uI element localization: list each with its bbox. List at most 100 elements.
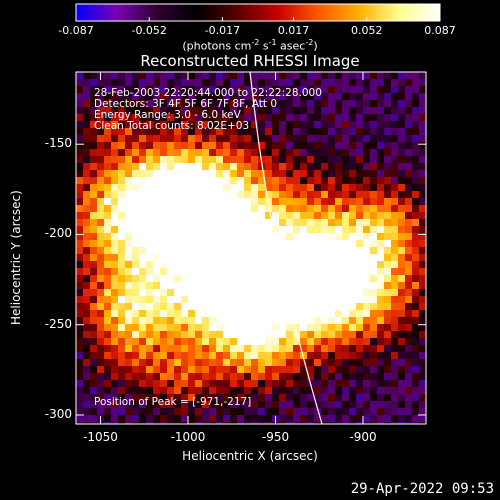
map-pixel	[167, 170, 174, 177]
map-pixel	[258, 303, 265, 310]
map-pixel	[83, 128, 90, 135]
map-pixel	[111, 212, 118, 219]
map-pixel	[335, 380, 342, 387]
map-pixel	[223, 338, 230, 345]
map-pixel	[314, 387, 321, 394]
map-pixel	[83, 226, 90, 233]
map-pixel	[216, 198, 223, 205]
map-pixel	[279, 114, 286, 121]
map-pixel	[167, 408, 174, 415]
map-pixel	[272, 352, 279, 359]
map-pixel	[83, 170, 90, 177]
map-pixel	[237, 338, 244, 345]
map-pixel	[391, 156, 398, 163]
map-pixel	[223, 303, 230, 310]
map-pixel	[335, 219, 342, 226]
map-pixel	[384, 107, 391, 114]
map-pixel	[174, 415, 181, 422]
map-pixel	[370, 408, 377, 415]
map-pixel	[97, 226, 104, 233]
map-pixel	[405, 352, 412, 359]
map-pixel	[363, 72, 370, 79]
map-pixel	[265, 163, 272, 170]
map-pixel	[174, 142, 181, 149]
map-pixel	[265, 373, 272, 380]
map-pixel	[181, 261, 188, 268]
info-clean-counts: Clean Total counts: 8.02E+03	[94, 121, 249, 132]
map-pixel	[328, 415, 335, 422]
map-pixel	[76, 198, 83, 205]
map-pixel	[125, 366, 132, 373]
map-pixel	[118, 415, 125, 422]
map-pixel	[272, 310, 279, 317]
map-pixel	[104, 387, 111, 394]
map-pixel	[342, 177, 349, 184]
map-pixel	[167, 317, 174, 324]
map-pixel	[223, 79, 230, 86]
map-pixel	[293, 303, 300, 310]
map-pixel	[167, 303, 174, 310]
map-pixel	[391, 107, 398, 114]
map-pixel	[118, 163, 125, 170]
map-pixel	[314, 128, 321, 135]
map-pixel	[342, 296, 349, 303]
map-pixel	[160, 170, 167, 177]
map-pixel	[118, 72, 125, 79]
map-pixel	[335, 177, 342, 184]
map-pixel	[202, 317, 209, 324]
map-pixel	[146, 156, 153, 163]
map-pixel	[216, 170, 223, 177]
map-pixel	[216, 268, 223, 275]
map-pixel	[412, 205, 419, 212]
map-pixel	[279, 184, 286, 191]
map-pixel	[377, 212, 384, 219]
map-pixel	[132, 387, 139, 394]
map-pixel	[76, 401, 83, 408]
map-pixel	[258, 149, 265, 156]
map-pixel	[335, 324, 342, 331]
map-pixel	[111, 156, 118, 163]
map-pixel	[398, 142, 405, 149]
map-pixel	[139, 79, 146, 86]
map-pixel	[314, 380, 321, 387]
map-pixel	[244, 163, 251, 170]
map-pixel	[244, 408, 251, 415]
map-pixel	[237, 170, 244, 177]
map-pixel	[216, 310, 223, 317]
map-pixel	[160, 387, 167, 394]
map-pixel	[90, 408, 97, 415]
map-pixel	[223, 261, 230, 268]
map-pixel	[293, 72, 300, 79]
map-pixel	[398, 198, 405, 205]
map-pixel	[321, 205, 328, 212]
map-pixel	[111, 198, 118, 205]
map-pixel	[160, 310, 167, 317]
map-pixel	[237, 408, 244, 415]
map-pixel	[328, 72, 335, 79]
map-pixel	[363, 184, 370, 191]
map-pixel	[391, 135, 398, 142]
map-pixel	[244, 345, 251, 352]
map-pixel	[272, 128, 279, 135]
map-pixel	[349, 198, 356, 205]
map-pixel	[223, 198, 230, 205]
map-pixel	[209, 268, 216, 275]
map-pixel	[230, 79, 237, 86]
map-pixel	[419, 121, 426, 128]
map-pixel	[293, 128, 300, 135]
map-pixel	[90, 254, 97, 261]
map-pixel	[160, 212, 167, 219]
map-pixel	[314, 72, 321, 79]
map-pixel	[398, 408, 405, 415]
map-pixel	[419, 177, 426, 184]
map-pixel	[356, 86, 363, 93]
map-pixel	[328, 373, 335, 380]
map-pixel	[398, 394, 405, 401]
map-pixel	[307, 79, 314, 86]
map-pixel	[237, 352, 244, 359]
map-pixel	[342, 184, 349, 191]
map-pixel	[293, 387, 300, 394]
map-pixel	[419, 303, 426, 310]
map-pixel	[377, 247, 384, 254]
